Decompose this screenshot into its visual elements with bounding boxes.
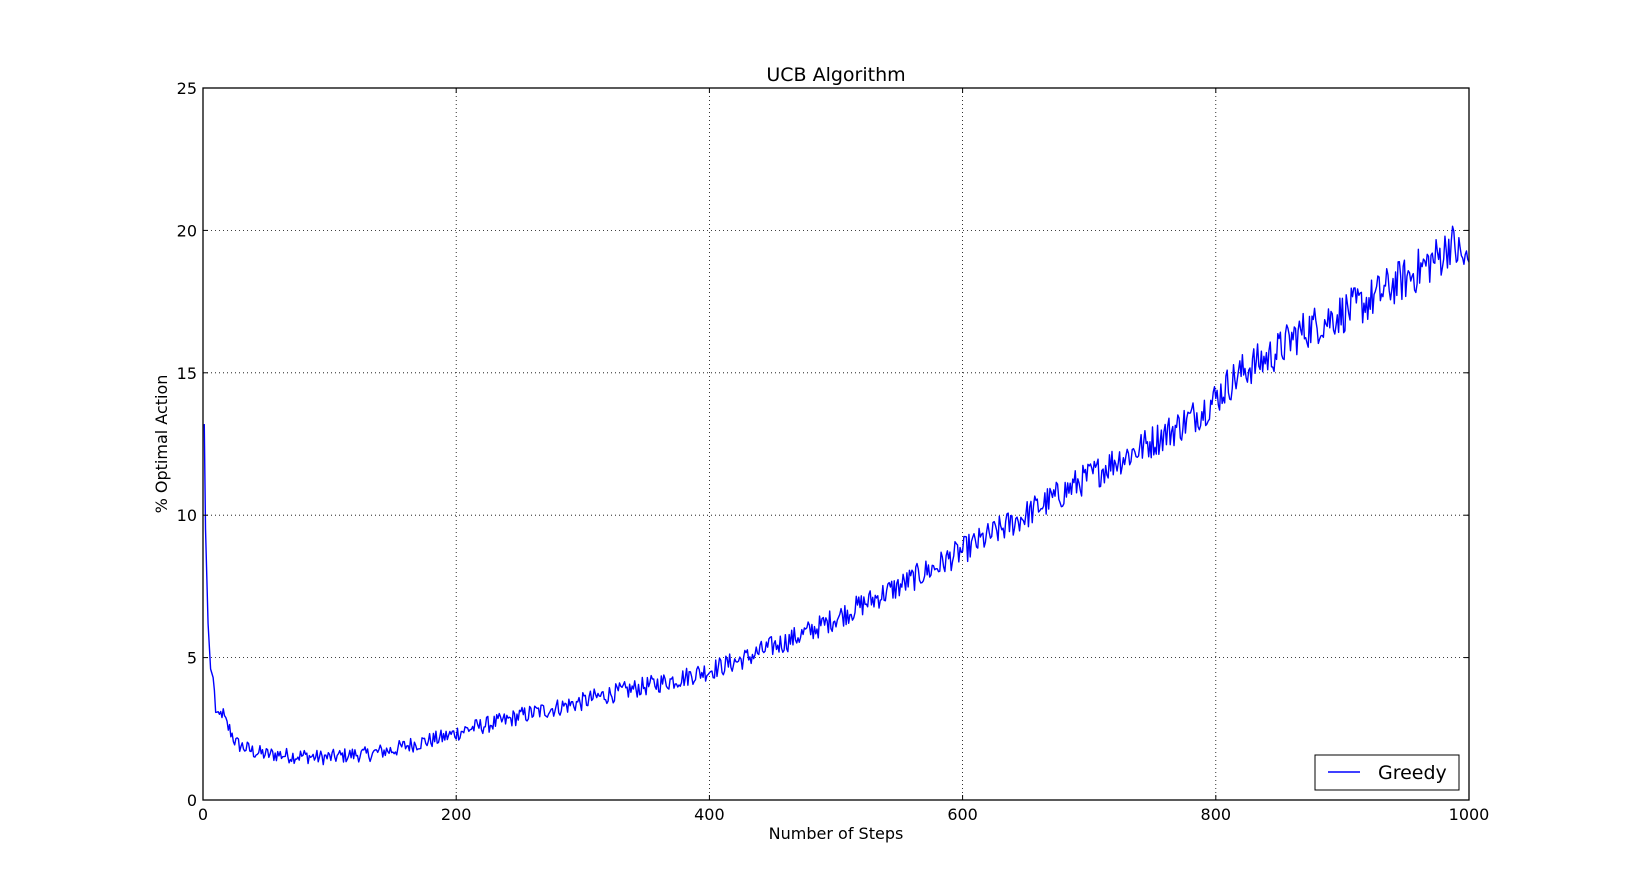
x-tick-label: 400 [694,805,725,824]
y-tick-label: 10 [177,506,197,525]
y-axis: 0 5 10 15 20 25 [177,79,1469,810]
y-tick-label: 5 [187,649,197,668]
y-tick-label: 25 [177,79,197,98]
legend-label-greedy: Greedy [1378,762,1447,784]
grid [203,88,1469,800]
chart-title: UCB Algorithm [766,64,905,86]
y-tick-label: 15 [177,364,197,383]
x-tick-label: 600 [947,805,978,824]
plot-area [203,225,1470,766]
x-axis: 0 200 400 600 800 1000 [198,88,1489,824]
x-tick-label: 1000 [1449,805,1490,824]
y-tick-label: 0 [187,791,197,810]
y-tick-label: 20 [177,221,197,240]
plot-frame [202,87,1470,801]
legend: Greedy [1314,754,1460,791]
y-axis-label: % Optimal Action [152,375,171,514]
x-tick-label: 800 [1201,805,1232,824]
x-axis-label: Number of Steps [769,824,904,843]
x-tick-label: 200 [441,805,472,824]
series-line-greedy [203,225,1470,766]
x-tick-label: 0 [198,805,208,824]
